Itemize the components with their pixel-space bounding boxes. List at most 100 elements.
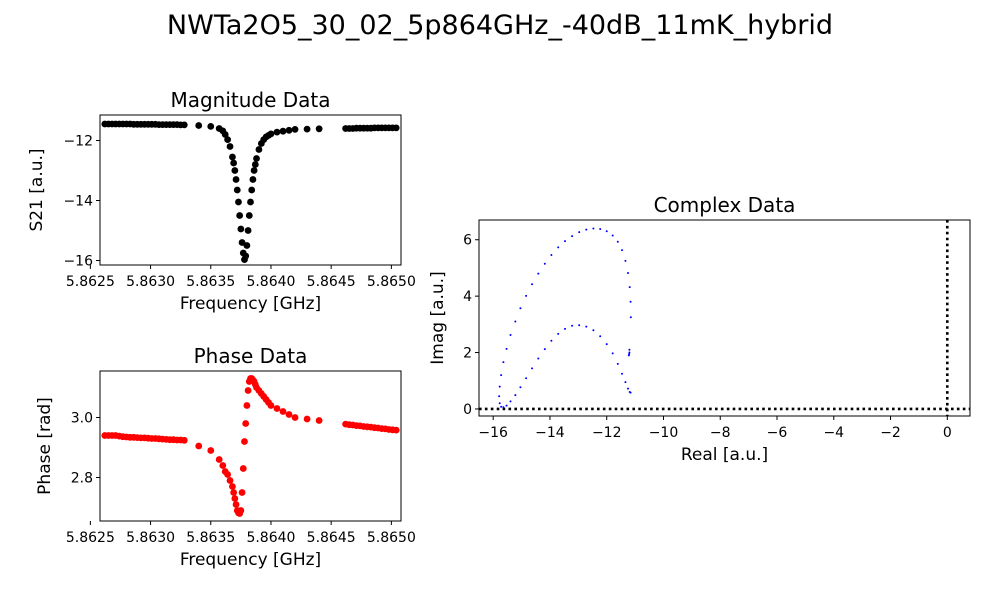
x-tick-label: 5.8635 — [186, 530, 235, 546]
phase-panel: 5.8625 5.8630 5.8635 5.8640 5.8645 5.8650 3.0 2… — [35, 344, 416, 570]
x-tick-label: −6 — [767, 425, 788, 441]
magnitude-data-point — [232, 176, 240, 183]
magnitude-data-point — [243, 242, 251, 249]
complex-data-point — [514, 394, 517, 397]
y-tick-label: 2 — [463, 346, 472, 362]
complex-x-axis-label: Real [a.u.] — [681, 445, 768, 465]
magnitude-data-point — [250, 167, 258, 174]
complex-data-point — [624, 381, 627, 384]
complex-data-point — [505, 347, 508, 350]
phase-data-point — [224, 471, 232, 478]
complex-data-point — [502, 406, 505, 409]
magnitude-data-point — [267, 130, 275, 138]
magnitude-data-point — [236, 212, 244, 219]
phase-data-point — [231, 495, 239, 502]
complex-data-point — [519, 386, 522, 389]
complex-data-point — [624, 259, 627, 262]
phase-data-point — [273, 405, 281, 412]
complex-data-point — [629, 300, 632, 303]
phase-data-point — [238, 489, 246, 496]
complex-data-point — [537, 272, 540, 275]
complex-data-point — [592, 227, 595, 230]
magnitude-data-point — [245, 212, 253, 219]
phase-y-axis-label: Phase [rad] — [35, 397, 55, 495]
magnitude-data-point — [273, 128, 281, 136]
complex-data-point — [605, 343, 608, 346]
magnitude-data-point — [249, 176, 257, 183]
magnitude-data-point — [392, 124, 400, 132]
magnitude-x-axis-label: Frequency [GHz] — [180, 294, 321, 314]
complex-data-point — [616, 362, 619, 365]
y-tick-label: −16 — [63, 254, 93, 270]
x-tick-label: 5.8645 — [307, 530, 356, 546]
magnitude-data-point — [233, 186, 241, 194]
phase-data-point — [244, 387, 252, 394]
complex-data-point — [531, 367, 534, 370]
x-tick-label: 5.8645 — [307, 274, 356, 290]
x-tick-label: −8 — [710, 425, 731, 441]
x-tick-label: −10 — [649, 425, 679, 441]
y-tick-label: −12 — [63, 134, 93, 150]
complex-data-point — [525, 377, 528, 380]
complex-data-point — [502, 361, 505, 364]
x-tick-label: 5.8625 — [66, 274, 115, 290]
complex-data-point — [627, 272, 630, 275]
complex-data-point — [628, 348, 631, 351]
magnitude-data-point — [207, 123, 215, 130]
y-tick-label: 3.0 — [71, 411, 93, 427]
x-tick-label: 5.8635 — [186, 274, 235, 290]
x-tick-label: 5.8640 — [246, 530, 295, 546]
phase-data-point — [207, 447, 215, 454]
phase-data-point — [243, 402, 251, 409]
magnitude-data-point — [255, 146, 263, 153]
x-tick-label: −14 — [535, 425, 565, 441]
phase-data-point — [219, 462, 227, 469]
complex-data-point — [621, 249, 624, 252]
phase-x-axis-label: Frequency [GHz] — [180, 550, 321, 570]
magnitude-data-point — [221, 131, 229, 138]
y-tick-label: 0 — [463, 402, 472, 418]
magnitude-data-points — [101, 120, 400, 263]
magnitude-data-point — [242, 252, 250, 260]
complex-data-point — [537, 357, 540, 360]
complex-data-point — [550, 253, 553, 256]
x-tick-label: 5.8650 — [367, 530, 416, 546]
phase-data-point — [392, 426, 400, 434]
magnitude-data-point — [285, 126, 293, 134]
phase-data-point — [229, 483, 236, 490]
complex-data-point — [500, 374, 503, 377]
magnitude-data-point — [180, 121, 188, 129]
complex-data-point — [611, 234, 614, 237]
x-tick-label: 5.8640 — [246, 274, 295, 290]
complex-data-point — [498, 402, 501, 405]
complex-data-point — [616, 240, 619, 243]
complex-axes-frame — [478, 219, 971, 417]
magnitude-data-point — [224, 136, 232, 144]
magnitude-data-point — [229, 153, 236, 161]
complex-data-point — [509, 400, 512, 403]
phase-data-point — [315, 417, 323, 424]
phase-title: Phase Data — [194, 344, 308, 368]
x-tick-label: −4 — [823, 425, 844, 441]
x-tick-label: 0 — [943, 425, 952, 441]
complex-data-point — [592, 329, 595, 332]
phase-data-points — [101, 375, 400, 517]
magnitude-data-point — [279, 127, 287, 135]
magnitude-data-point — [235, 198, 242, 206]
complex-data-point — [557, 246, 560, 249]
complex-title: Complex Data — [654, 193, 796, 217]
phase-data-point — [242, 420, 250, 427]
complex-data-point — [509, 334, 512, 337]
complex-panel: −16 −14 −12 −10 −8 −6 −4 −2 0 0 2 4 6 Complex Data Rea… — [428, 193, 971, 465]
magnitude-data-point — [231, 167, 239, 174]
complex-data-point — [605, 230, 608, 233]
magnitude-data-point — [291, 125, 299, 133]
magnitude-data-point — [195, 122, 203, 129]
complex-data-point — [543, 348, 546, 351]
complex-data-point — [611, 352, 614, 355]
phase-data-point — [237, 507, 245, 514]
magnitude-axes-frame — [99, 114, 402, 266]
magnitude-title: Magnitude Data — [170, 88, 330, 112]
magnitude-data-point — [244, 227, 252, 234]
